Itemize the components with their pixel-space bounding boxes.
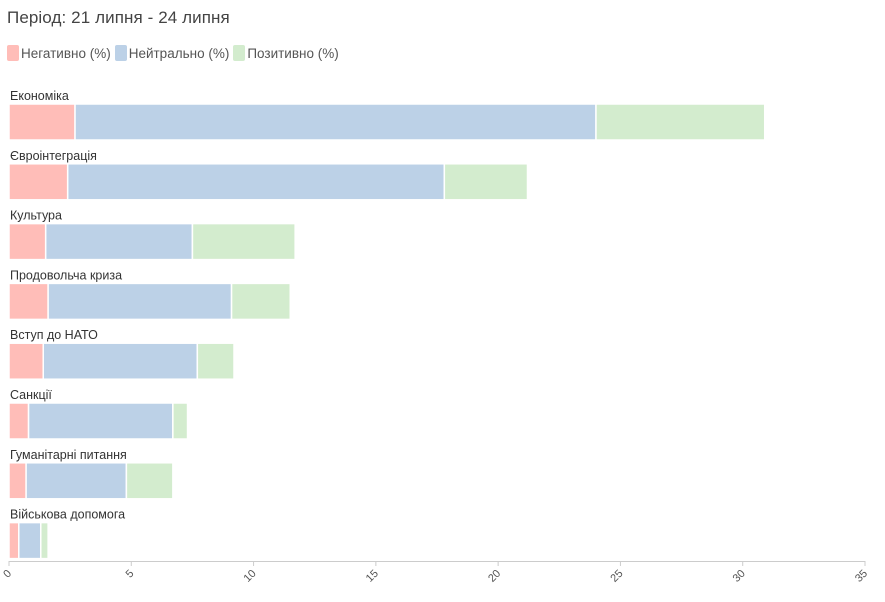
bar-segment[interactable] [8,342,44,380]
bar-segment[interactable] [8,521,20,560]
x-tick-label: 30 [731,568,748,585]
x-tick-label: 5 [124,568,137,581]
bar-segment[interactable] [230,282,292,321]
bar-segment[interactable] [125,462,174,500]
category-label: Продовольча криза [10,268,122,282]
category-label: Культура [10,209,62,223]
bar-segment[interactable] [44,222,194,261]
legend-swatch-neutral [114,45,127,61]
category-label: Військова допомога [10,508,125,522]
bar-segment[interactable] [8,222,47,261]
bar-segment[interactable] [595,103,766,141]
category-label: Вступ до НАТО [10,328,98,342]
bar-segment[interactable] [8,282,49,321]
x-tick-label: 35 [853,568,870,585]
legend-item-negative[interactable]: Негативно (%) [7,45,111,61]
bar-segment[interactable] [196,342,235,380]
chart-title: Період: 21 липня - 24 липня [7,8,230,27]
legend-item-positive[interactable]: Позитивно (%) [233,45,339,61]
category-label: Санкції [10,388,52,402]
bar-segment[interactable] [191,222,296,261]
bar-segment[interactable] [74,103,597,141]
bar-segment[interactable] [66,163,446,201]
legend-swatch-positive [233,45,246,61]
bar-segment[interactable] [172,402,189,440]
legend-swatch-negative [7,45,19,61]
bar-segment[interactable] [27,402,174,440]
bar-segment[interactable] [8,163,69,201]
bar-segment[interactable] [47,282,233,321]
bar-segment[interactable] [42,342,199,380]
bar-segment[interactable] [18,521,42,560]
x-tick-label: 15 [364,568,381,585]
x-tick-label: 10 [242,568,259,585]
bar-segment[interactable] [8,103,76,141]
bar-segment[interactable] [443,163,529,201]
bar-segment[interactable] [8,462,27,500]
bar-segment[interactable] [8,402,30,440]
category-label: Гуманітарні питання [10,448,127,462]
legend-label-positive: Позитивно (%) [247,45,339,61]
legend-item-neutral[interactable]: Нейтрально (%) [114,45,230,61]
category-label: Економіка [10,89,69,103]
legend-label-negative: Негативно (%) [21,45,111,61]
x-tick-label: 20 [486,568,503,585]
chart-legend: Негативно (%) Нейтрально (%) Позитивно (… [7,45,343,61]
x-tick-label: 25 [608,568,625,585]
x-tick-label: 0 [1,568,14,581]
bar-segment[interactable] [25,462,128,500]
legend-label-neutral: Нейтрально (%) [128,45,230,61]
category-label: Євроінтеграція [10,149,97,163]
bar-segment[interactable] [40,521,49,560]
